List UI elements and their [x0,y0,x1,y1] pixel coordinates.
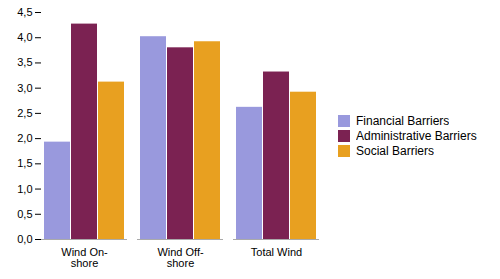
svg-text:3,0: 3,0 [17,82,32,94]
svg-text:1,5: 1,5 [17,157,32,169]
svg-text:4,5: 4,5 [17,6,32,18]
html-text:Social Barriers: Social Barriers [356,144,434,158]
svg-text:Wind Off-shore: Wind Off-shore [157,246,204,269]
svg-text:2,5: 2,5 [17,107,32,119]
svg-text:Total Wind: Total Wind [251,246,302,258]
html-text:Administrative Barriers: Administrative Barriers [356,129,477,143]
svg-text:0,0: 0,0 [17,233,32,245]
html-text:Financial Barriers: Financial Barriers [356,114,450,128]
svg-text:4,0: 4,0 [17,31,32,43]
svg-text:1,0: 1,0 [17,183,32,195]
svg-text:3,5: 3,5 [17,56,32,68]
svg-text:0,5: 0,5 [17,208,32,220]
svg-text:2,0: 2,0 [17,132,32,144]
svg-text:Wind On-shore: Wind On-shore [61,246,108,269]
